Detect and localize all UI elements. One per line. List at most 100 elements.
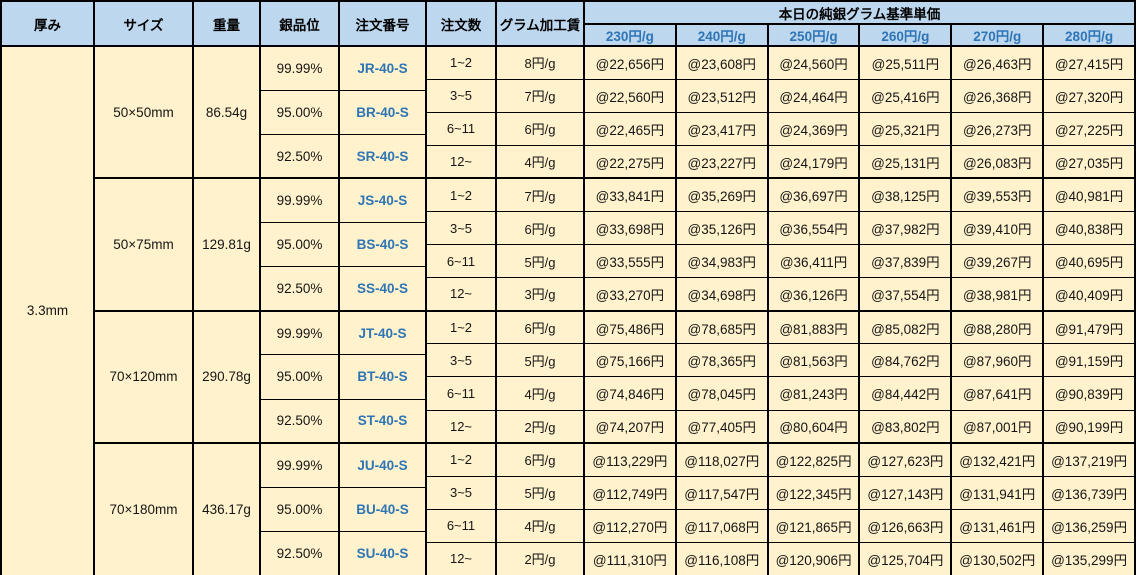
- price-cell: @112,270円: [583, 508, 677, 543]
- price-cell: @85,082円: [858, 310, 953, 345]
- price-cell: @75,486円: [583, 310, 677, 345]
- order-qty-cell: 12~: [425, 144, 497, 180]
- header-rate-250: 250円/g: [766, 23, 861, 47]
- price-cell: @37,839円: [858, 244, 953, 279]
- header-rate-230: 230円/g: [583, 23, 677, 47]
- header-rate-280: 280円/g: [1042, 23, 1136, 47]
- price-cell: @81,883円: [766, 310, 861, 345]
- order-number-cell: SR-40-S: [338, 133, 427, 180]
- weight-cell: 86.54g: [192, 45, 261, 180]
- price-cell: @25,131円: [858, 144, 953, 180]
- price-cell: @22,656円: [583, 45, 677, 80]
- price-cell: @81,243円: [766, 376, 861, 411]
- price-cell: @26,463円: [950, 45, 1045, 80]
- price-cell: @26,273円: [950, 111, 1045, 146]
- price-cell: @77,405円: [674, 409, 769, 445]
- price-cell: @23,227円: [674, 144, 769, 180]
- order-qty-cell: 3~5: [425, 475, 497, 510]
- price-cell: @91,159円: [1042, 343, 1136, 378]
- price-cell: @33,555円: [583, 244, 677, 279]
- order-qty-cell: 3~5: [425, 343, 497, 378]
- order-qty-cell: 1~2: [425, 177, 497, 212]
- price-cell: @83,802円: [858, 409, 953, 445]
- price-cell: @38,981円: [950, 277, 1045, 312]
- price-cell: @34,698円: [674, 277, 769, 312]
- price-cell: @25,321円: [858, 111, 953, 146]
- fee-cell: 2円/g: [495, 409, 585, 445]
- price-cell: @22,465円: [583, 111, 677, 146]
- purity-cell: 92.50%: [259, 266, 340, 312]
- fee-cell: 6円/g: [495, 111, 585, 146]
- header-rate-240: 240円/g: [674, 23, 769, 47]
- fee-cell: 4円/g: [495, 144, 585, 180]
- price-cell: @137,219円: [1042, 442, 1136, 477]
- header-fee: グラム加工賃: [495, 0, 585, 47]
- price-cell: @118,027円: [674, 442, 769, 477]
- price-cell: @84,762円: [858, 343, 953, 378]
- purity-cell: 92.50%: [259, 530, 340, 575]
- price-cell: @40,695円: [1042, 244, 1136, 279]
- price-cell: @22,275円: [583, 144, 677, 180]
- price-cell: @120,906円: [766, 541, 861, 575]
- price-cell: @35,126円: [674, 210, 769, 246]
- price-cell: @78,365円: [674, 343, 769, 378]
- price-cell: @122,825円: [766, 442, 861, 477]
- purity-cell: 92.50%: [259, 133, 340, 180]
- price-cell: @116,108円: [674, 541, 769, 575]
- size-cell: 50×50mm: [93, 45, 194, 180]
- order-qty-cell: 12~: [425, 541, 497, 575]
- fee-cell: 7円/g: [495, 177, 585, 212]
- price-cell: @40,409円: [1042, 277, 1136, 312]
- purity-cell: 95.00%: [259, 354, 340, 400]
- purity-cell: 99.99%: [259, 442, 340, 488]
- order-qty-cell: 3~5: [425, 210, 497, 246]
- order-number-cell: SS-40-S: [338, 266, 427, 312]
- header-order-qty: 注文数: [425, 0, 497, 47]
- size-cell: 50×75mm: [93, 177, 194, 312]
- fee-cell: 5円/g: [495, 244, 585, 279]
- header-price-group: 本日の純銀グラム基準単価: [583, 0, 1136, 25]
- fee-cell: 6円/g: [495, 310, 585, 345]
- price-cell: @75,166円: [583, 343, 677, 378]
- order-qty-cell: 12~: [425, 277, 497, 312]
- price-cell: @117,068円: [674, 508, 769, 543]
- price-cell: @136,739円: [1042, 475, 1136, 510]
- purity-cell: 95.00%: [259, 486, 340, 532]
- weight-cell: 436.17g: [192, 442, 261, 575]
- order-qty-cell: 6~11: [425, 508, 497, 543]
- price-cell: @81,563円: [766, 343, 861, 378]
- price-cell: @24,369円: [766, 111, 861, 146]
- price-cell: @24,179円: [766, 144, 861, 180]
- price-cell: @122,345円: [766, 475, 861, 510]
- price-cell: @39,410円: [950, 210, 1045, 246]
- price-cell: @88,280円: [950, 310, 1045, 345]
- price-cell: @24,560円: [766, 45, 861, 80]
- price-cell: @80,604円: [766, 409, 861, 445]
- price-cell: @90,839円: [1042, 376, 1136, 411]
- price-cell: @135,299円: [1042, 541, 1136, 575]
- price-cell: @22,560円: [583, 78, 677, 113]
- order-qty-cell: 1~2: [425, 442, 497, 477]
- header-purity: 銀品位: [259, 0, 340, 47]
- price-cell: @127,143円: [858, 475, 953, 510]
- price-cell: @78,685円: [674, 310, 769, 345]
- size-cell: 70×120mm: [93, 310, 194, 445]
- price-cell: @36,554円: [766, 210, 861, 246]
- order-qty-cell: 12~: [425, 409, 497, 445]
- price-cell: @23,608円: [674, 45, 769, 80]
- fee-cell: 5円/g: [495, 475, 585, 510]
- header-thickness: 厚み: [0, 0, 95, 47]
- order-qty-cell: 6~11: [425, 111, 497, 146]
- header-rate-260: 260円/g: [858, 23, 953, 47]
- price-cell: @78,045円: [674, 376, 769, 411]
- purity-cell: 92.50%: [259, 398, 340, 445]
- price-cell: @132,421円: [950, 442, 1045, 477]
- order-number-cell: BU-40-S: [338, 486, 427, 532]
- price-cell: @25,511円: [858, 45, 953, 80]
- price-cell: @91,479円: [1042, 310, 1136, 345]
- fee-cell: 4円/g: [495, 376, 585, 411]
- price-cell: @24,464円: [766, 78, 861, 113]
- order-qty-cell: 1~2: [425, 310, 497, 345]
